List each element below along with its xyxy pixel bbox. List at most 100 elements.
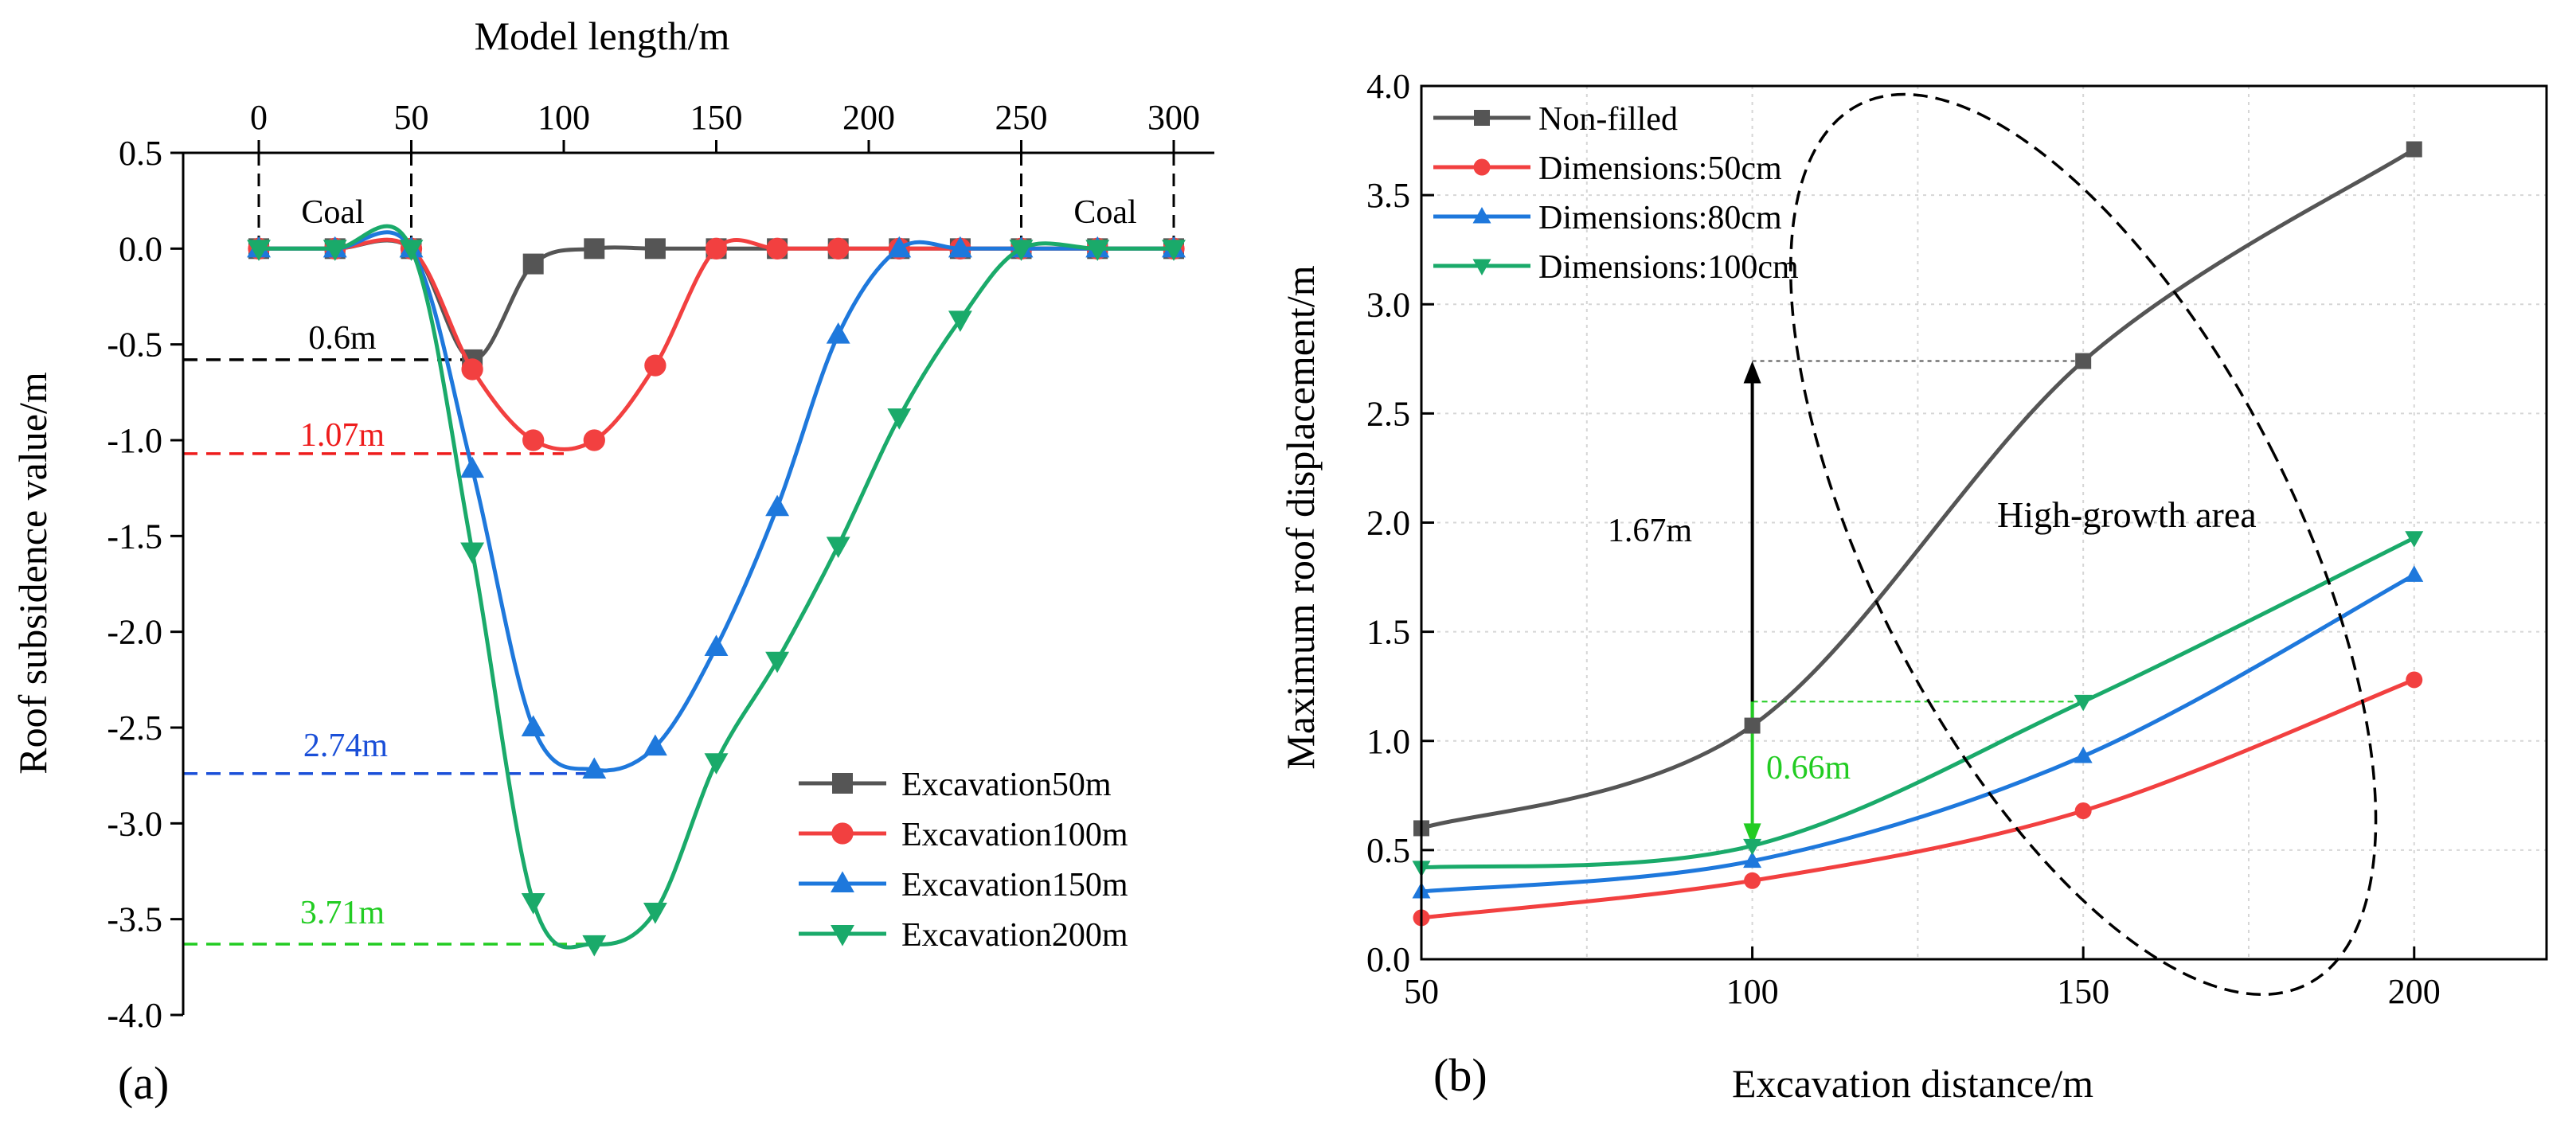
- panel-b-black-arrowhead: [1743, 361, 1761, 384]
- panel-a-data-point: [948, 236, 972, 258]
- panel-b-annotation-0-66m: 0.66m: [1766, 750, 1851, 786]
- panel-a-x-tick-label: 100: [537, 98, 590, 137]
- panel-a-y-tick-label: -4.0: [107, 996, 162, 1035]
- panel-a-y-tick-label: -3.5: [107, 900, 162, 939]
- panel-b-y-tick-label: 0.0: [1366, 940, 1410, 979]
- panel-a: 0 50 100 150 200 250 300 0.5 0.0 -0.5 -1.0 -1.5 -2.0…: [10, 14, 1214, 1109]
- panel-a-data-point: [521, 892, 545, 915]
- panel-a-data-point: [766, 237, 788, 260]
- panel-b-high-growth-ellipse: [1789, 92, 2378, 997]
- panel-a-data-point: [583, 429, 605, 451]
- panel-b-y-axis-title: Maximum roof displacement/m: [1278, 265, 1323, 769]
- panel-a-ticks: 0 50 100 150 200 250 300 0.5 0.0 -0.5 -1.0 -1.5 -2.0…: [107, 98, 1200, 1035]
- panel-a-data-point: [521, 715, 545, 737]
- panel-b: 50 100 150 200 0.0 0.5 1.0 1.5 2.0 2.5 3.0 3.5 4.0 N…: [1278, 67, 2548, 1106]
- panel-b-y-tick-label: 3.5: [1366, 176, 1410, 215]
- panel-b-x-tick-label: 50: [1404, 972, 1439, 1011]
- panel-a-data-point: [582, 757, 607, 779]
- panel-a-legend-label: Excavation150m: [901, 867, 1128, 904]
- panel-a-data-point: [461, 358, 483, 381]
- panel-b-y-tick-label: 1.0: [1366, 722, 1410, 761]
- panel-a-ref-label-3-71m: 3.71m: [300, 895, 385, 931]
- panel-b-legend-label: Non-filled: [1538, 101, 1678, 138]
- panel-b-legend-swatch-marker: [1472, 259, 1491, 275]
- panel-a-x-tick-label: 150: [690, 98, 743, 137]
- panel-a-y-tick-label: -3.0: [107, 804, 162, 843]
- panel-a-data-point: [584, 238, 605, 260]
- panel-a-data-point: [1009, 240, 1034, 261]
- panel-b-series-line: [1421, 677, 2415, 920]
- panel-a-legend-swatch-marker: [831, 822, 854, 845]
- panel-a-y-tick-label: 0.0: [119, 229, 162, 268]
- panel-b-y-tick-label: 2.5: [1366, 394, 1410, 433]
- panel-b-grid-lines: [1421, 86, 2547, 959]
- panel-b-ticks: 50 100 150 200 0.0 0.5 1.0 1.5 2.0 2.5 3.0 3.5 4.0: [1366, 67, 2441, 1011]
- panel-b-x-tick-label: 150: [2057, 972, 2109, 1011]
- panel-a-data-point: [522, 429, 545, 451]
- panel-b-y-tick-label: 4.0: [1366, 67, 1410, 106]
- panel-b-data-point: [2075, 353, 2092, 369]
- panel-a-data-point: [644, 354, 666, 377]
- panel-b-data-point: [1744, 717, 1761, 734]
- panel-a-legend-swatch-marker: [831, 871, 854, 893]
- panel-b-high-growth-label: High-growth area: [1997, 494, 2257, 535]
- panel-b-y-tick-label: 2.0: [1366, 504, 1410, 543]
- panel-a-coal-label-right: Coal: [1073, 194, 1136, 231]
- panel-a-data-point: [643, 902, 667, 924]
- panel-b-annotation-1-67m: 1.67m: [1608, 513, 1693, 549]
- panel-a-data-point: [460, 456, 485, 478]
- panel-b-data-point: [2074, 802, 2092, 820]
- panel-a-data-point: [1162, 240, 1186, 261]
- panel-a-data-point: [1085, 240, 1110, 261]
- panel-b-data-point: [2074, 746, 2093, 763]
- panel-b-x-axis-title: Excavation distance/m: [1732, 1061, 2093, 1106]
- panel-a-ref-label-0-6m: 0.6m: [308, 320, 377, 357]
- panel-b-y-tick-label: 1.5: [1366, 613, 1410, 652]
- panel-a-data-point: [704, 753, 729, 775]
- panel-a-legend-swatch-marker: [832, 773, 853, 794]
- panel-b-data-point: [2405, 531, 2424, 548]
- panel-b-data-point: [1744, 872, 1761, 889]
- panel-b-legend-label: Dimensions:50cm: [1538, 150, 1782, 187]
- panel-a-data-point: [826, 322, 850, 344]
- panel-a-x-tick-label: 300: [1147, 98, 1200, 137]
- panel-a-series-line: [259, 237, 1174, 451]
- panel-a-ref-label-1-07m: 1.07m: [300, 417, 385, 454]
- panel-a-data-point: [826, 537, 850, 558]
- panel-a-data-point: [887, 408, 912, 430]
- panel-a-data-point: [522, 253, 544, 275]
- panel-a-legend-label: Excavation50m: [901, 767, 1112, 803]
- panel-b-y-tick-label: 3.0: [1366, 285, 1410, 324]
- panel-a-data-point: [765, 651, 790, 673]
- panel-a-data-point: [399, 240, 424, 261]
- panel-a-coal-label-left: Coal: [301, 194, 364, 231]
- panel-a-y-tick-label: -1.5: [107, 517, 162, 556]
- panel-a-data-point: [765, 494, 790, 517]
- panel-b-legend-label: Dimensions:100cm: [1538, 249, 1799, 286]
- panel-a-y-tick-label: -2.0: [107, 613, 162, 652]
- panel-a-y-tick-label: -0.5: [107, 326, 162, 365]
- panel-a-x-axis-title: Model length/m: [475, 14, 730, 58]
- panel-a-legend-label: Excavation100m: [901, 817, 1128, 853]
- panel-a-series-line: [259, 230, 1174, 773]
- panel-b-data-point: [1743, 838, 1762, 856]
- panel-b-series-line: [1421, 536, 2415, 870]
- panel-b-data-point: [1743, 851, 1762, 868]
- panel-b-y-tick-label: 0.5: [1366, 831, 1410, 870]
- panel-b-label: (b): [1433, 1049, 1487, 1101]
- panel-a-x-tick-label: 50: [394, 98, 429, 137]
- panel-b-x-tick-label: 200: [2388, 972, 2441, 1011]
- panel-a-x-tick-label: 200: [842, 98, 895, 137]
- panel-b-data-point: [2406, 671, 2423, 689]
- panel-a-y-axis-title: Roof subsidence value/m: [10, 372, 55, 775]
- panel-a-x-tick-label: 0: [250, 98, 268, 137]
- panel-a-data-point: [643, 734, 667, 756]
- panel-a-x-tick-label: 250: [995, 98, 1048, 137]
- panel-a-data-point: [460, 542, 485, 564]
- panel-a-y-tick-label: -1.0: [107, 421, 162, 460]
- panel-a-grid-lines: [257, 153, 1175, 249]
- panel-a-data-point: [887, 236, 912, 258]
- panel-a-data-point: [247, 240, 271, 261]
- panel-a-data-point: [705, 237, 728, 260]
